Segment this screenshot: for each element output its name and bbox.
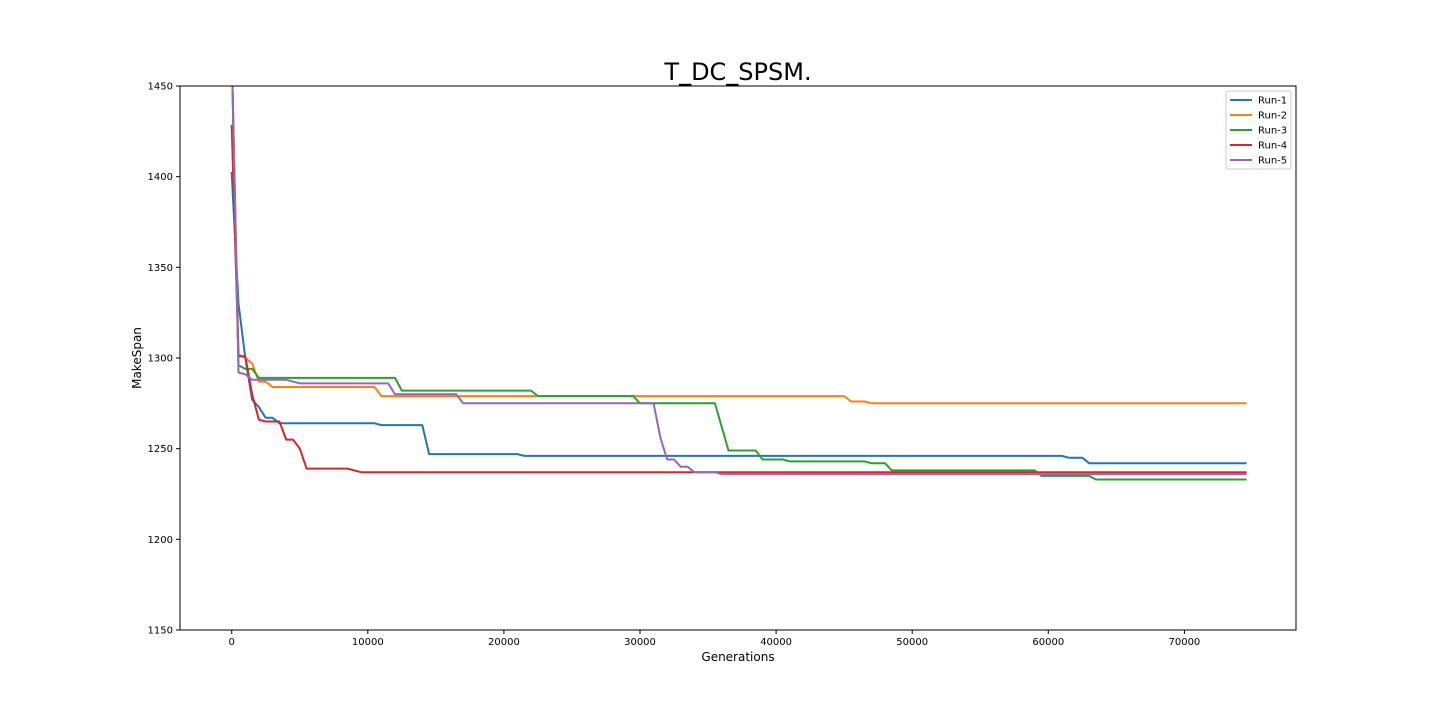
y-tick-label: 1350 — [148, 263, 173, 274]
y-tick-label: 1200 — [148, 535, 173, 546]
x-tick-label: 50000 — [896, 637, 928, 648]
x-tick-label: 0 — [229, 637, 235, 648]
chart-title: T_DC_SPSM. — [663, 58, 811, 86]
x-axis: 0 10000 20000 30000 40000 50000 60000 70000 — [229, 630, 1200, 648]
x-tick-label: 10000 — [352, 637, 384, 648]
series-line-run-4 — [230, 124, 1247, 474]
series-line-run-1 — [230, 171, 1247, 465]
series-line-run-5 — [231, 86, 1247, 476]
y-tick-label: 1450 — [148, 82, 173, 93]
legend-label-run-3: Run-3 — [1258, 126, 1287, 137]
legend-label-run-4: Run-4 — [1258, 141, 1287, 152]
y-tick-label: 1250 — [148, 444, 173, 455]
x-tick-label: 60000 — [1032, 637, 1064, 648]
x-axis-label: Generations — [701, 650, 774, 664]
y-tick-label: 1150 — [148, 626, 173, 637]
y-axis: 1150 1200 1250 1300 1350 1400 1450 — [148, 82, 180, 637]
x-tick-label: 30000 — [624, 637, 656, 648]
x-tick-label: 70000 — [1168, 637, 1200, 648]
legend: Run-1 Run-2 Run-3 Run-4 Run-5 — [1225, 90, 1292, 170]
y-tick-label: 1400 — [148, 172, 173, 183]
y-axis-label: MakeSpan — [130, 327, 144, 389]
legend-label-run-1: Run-1 — [1258, 96, 1287, 107]
x-tick-label: 20000 — [488, 637, 520, 648]
legend-box — [1225, 90, 1292, 170]
legend-label-run-2: Run-2 — [1258, 111, 1287, 122]
y-tick-label: 1300 — [148, 354, 173, 365]
series-line-run-3 — [231, 86, 1247, 481]
legend-label-run-5: Run-5 — [1258, 156, 1287, 167]
series-layer — [230, 86, 1247, 481]
x-tick-label: 40000 — [760, 637, 792, 648]
